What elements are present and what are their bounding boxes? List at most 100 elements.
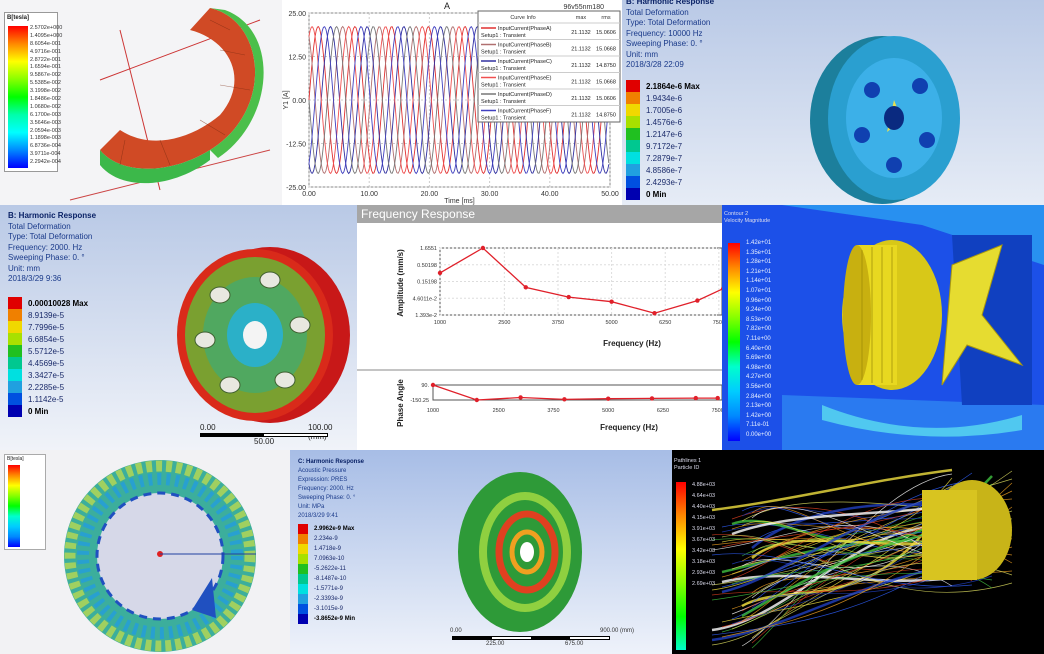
amplitude-point <box>652 311 657 316</box>
y-tick-label: 1.393e-2 <box>415 313 437 319</box>
legend-value: 4.4569e-5 <box>28 358 65 368</box>
colorbar-label: 4.64e+03 <box>692 493 716 499</box>
legend-series-name: InputCurrent(PhaseB) <box>498 43 552 49</box>
harmonic-2k-panel: B: Harmonic Response Total Deformation Typ… <box>0 205 357 450</box>
info-line: Unit: mm <box>8 263 40 273</box>
legend-value: -3.1015e-9 <box>314 606 344 612</box>
colorbar-label: 2.8722e-001 <box>30 56 61 63</box>
pathline <box>721 535 1013 593</box>
colorbar-label: 1.21e+01 <box>746 268 772 275</box>
phase-point <box>562 397 567 402</box>
scale-q1: 225.00 <box>486 641 505 647</box>
scale-right: 900.00 (mm) <box>600 628 635 634</box>
x-tick-label: 20.00 <box>421 191 439 198</box>
info-line: Frequency: 2000. Hz <box>8 242 83 252</box>
stator-ring-render <box>64 460 256 652</box>
legend-value: 2.9962e-9 Max <box>314 526 355 532</box>
legend-value: 6.6854e-5 <box>28 334 65 344</box>
legend-value: 8.9139e-5 <box>28 310 65 320</box>
transient-current-plot: 25.00 12.50 0.00 -12.50 -25.00 0.00 10.00 20.00… <box>282 0 622 205</box>
legend-swatch <box>8 345 22 357</box>
legend-row: 7.7996e-5 <box>8 321 88 333</box>
y-tick-label: 4.6011e-2 <box>413 296 437 302</box>
colorbar-label: 8.6054e-001 <box>30 40 61 47</box>
legend-value: 1.7005e-6 <box>646 105 683 115</box>
design-name: 96v55nm180 <box>564 4 605 11</box>
result-title: C: Harmonic Response <box>298 459 365 465</box>
pathline-colorbar <box>676 482 686 650</box>
phase-point <box>693 395 698 401</box>
legend-row: -2.3393e-9 <box>298 594 355 604</box>
colorbar-label: 2.0594e-003 <box>30 127 61 134</box>
legend-rms: 15.0606 <box>596 30 616 36</box>
colorbar-label: 9.5867e-002 <box>30 72 61 79</box>
colorbar-label: 6.8736e-004 <box>30 143 61 150</box>
info-line: 2018/3/28 22:09 <box>626 60 684 69</box>
info-line: Unit: mm <box>626 49 658 59</box>
legend-rms: 14.8750 <box>596 113 616 119</box>
legend-row: 1.9434e-6 <box>626 92 700 104</box>
pathlines-render <box>711 468 1013 649</box>
y-tick-label: 12.50 <box>288 55 306 62</box>
y-tick-label: 0.15198 <box>417 280 437 286</box>
legend-value: 0 Min <box>646 189 667 199</box>
phase-plot-area <box>432 384 722 401</box>
colorbar-label: 2.2942e-004 <box>30 159 61 166</box>
legend-swatch <box>626 164 640 176</box>
amplitude-point <box>566 294 571 300</box>
legend-row: 7.0963e-10 <box>298 554 355 564</box>
legend-row: 4.8586e-7 <box>626 164 700 176</box>
legend-swatch <box>626 140 640 152</box>
colorbar-label: 4.9716e-001 <box>30 48 61 55</box>
legend-row: -5.2622e-11 <box>298 564 355 574</box>
legend-row: 6.6854e-5 <box>8 333 88 345</box>
x-tick-label: 5000 <box>605 320 617 326</box>
x-tick-label: 2500 <box>493 408 505 414</box>
info-line: Unit: MPa <box>298 504 325 510</box>
x-tick-label: 6250 <box>659 320 671 326</box>
chart-title: A <box>444 1 450 11</box>
legend-value: 5.5712e-5 <box>28 346 65 356</box>
info-line: Frequency: 10000 Hz <box>626 28 703 38</box>
legend-max: 21.1132 <box>571 47 590 53</box>
scale-left: 0.00 <box>200 423 216 432</box>
legend-row: 5.5712e-5 <box>8 345 88 357</box>
colorbar-label: 9.24e+00 <box>746 307 772 314</box>
legend-swatch <box>8 393 22 405</box>
y-tick-label: 25.00 <box>288 11 306 18</box>
colorbar-label: 1.1898e-003 <box>30 135 61 142</box>
legend-value: 1.4576e-6 <box>646 117 683 127</box>
legend-max: 21.1132 <box>571 63 590 69</box>
x-tick-label: 40.00 <box>541 191 559 198</box>
legend-series-setup: Setup1 : Transient <box>481 116 526 122</box>
legend-row: 0.00010028 Max <box>8 297 88 309</box>
legend-row: 3.3427e-5 <box>8 369 88 381</box>
colorbar-label: 3.56e+00 <box>746 383 772 390</box>
legend-value: 1.2147e-6 <box>646 129 683 139</box>
info-line: Sweeping Phase: 0. ° <box>626 39 703 48</box>
magnet-legend: B[tesla] 2.5702e+000 1.4095e+000 8.6054e-0… <box>4 12 62 172</box>
legend-header: rms <box>601 15 610 21</box>
legend-rms: 14.8750 <box>596 63 616 69</box>
legend-value: 7.0963e-10 <box>314 556 345 562</box>
y-tick-label: 1.6551 <box>420 246 437 252</box>
legend-row: 0 Min <box>8 405 88 417</box>
legend-swatch <box>298 524 308 534</box>
legend-row: 2.234e-9 <box>298 534 355 544</box>
legend-swatch <box>626 188 640 200</box>
x-tick-label: 50.00 <box>601 191 619 198</box>
legend-series-name: InputCurrent(PhaseD) <box>498 92 552 98</box>
colorbar-label: 7.11e-01 <box>746 422 770 429</box>
legend-swatch <box>8 381 22 393</box>
legend-swatch <box>8 309 22 321</box>
legend-row: -3.1015e-9 <box>298 604 355 614</box>
colorbar <box>8 26 28 168</box>
legend-swatch <box>8 405 22 417</box>
legend-swatch <box>626 128 640 140</box>
colorbar-label: 3.91e+03 <box>692 526 716 532</box>
legend-series-name: InputCurrent(PhaseA) <box>498 26 552 32</box>
colorbar-label: 4.27e+00 <box>746 374 772 381</box>
pathline <box>711 468 953 512</box>
info-line: Total Deformation <box>8 221 71 231</box>
legend-title: Contour 2 <box>724 211 749 217</box>
